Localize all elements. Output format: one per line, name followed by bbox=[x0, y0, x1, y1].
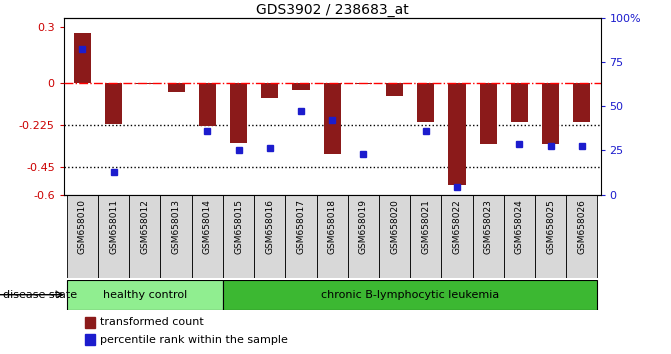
Bar bbox=[348, 195, 379, 278]
Text: GSM658024: GSM658024 bbox=[515, 199, 524, 253]
Text: GSM658020: GSM658020 bbox=[390, 199, 399, 254]
Bar bbox=[566, 195, 597, 278]
Bar bbox=[168, 83, 185, 92]
Bar bbox=[67, 195, 98, 278]
Bar bbox=[254, 195, 285, 278]
Text: GSM658010: GSM658010 bbox=[78, 199, 87, 254]
Bar bbox=[535, 195, 566, 278]
Text: healthy control: healthy control bbox=[103, 290, 187, 300]
Text: GSM658018: GSM658018 bbox=[327, 199, 337, 254]
Text: GSM658016: GSM658016 bbox=[265, 199, 274, 254]
Bar bbox=[285, 195, 317, 278]
Title: GDS3902 / 238683_at: GDS3902 / 238683_at bbox=[256, 3, 409, 17]
Text: chronic B-lymphocytic leukemia: chronic B-lymphocytic leukemia bbox=[321, 290, 499, 300]
Bar bbox=[472, 195, 504, 278]
Bar bbox=[417, 83, 434, 122]
Text: GSM658019: GSM658019 bbox=[359, 199, 368, 254]
Bar bbox=[136, 83, 154, 84]
Bar bbox=[317, 195, 348, 278]
Bar bbox=[223, 195, 254, 278]
Text: GSM658026: GSM658026 bbox=[577, 199, 586, 254]
Bar bbox=[85, 317, 95, 328]
Bar bbox=[573, 83, 590, 122]
Text: percentile rank within the sample: percentile rank within the sample bbox=[100, 335, 288, 344]
Text: GSM658017: GSM658017 bbox=[297, 199, 305, 254]
Bar bbox=[480, 83, 497, 144]
Bar bbox=[105, 83, 122, 124]
Text: GSM658015: GSM658015 bbox=[234, 199, 243, 254]
Bar bbox=[511, 83, 528, 122]
Text: GSM658023: GSM658023 bbox=[484, 199, 493, 254]
Bar bbox=[192, 195, 223, 278]
Bar bbox=[130, 195, 160, 278]
Bar bbox=[504, 195, 535, 278]
Text: GSM658022: GSM658022 bbox=[452, 199, 462, 253]
Text: GSM658013: GSM658013 bbox=[172, 199, 180, 254]
Bar bbox=[410, 195, 442, 278]
Bar bbox=[355, 83, 372, 84]
Bar bbox=[448, 83, 466, 185]
Bar bbox=[323, 83, 341, 154]
FancyBboxPatch shape bbox=[223, 280, 597, 310]
Text: GSM658014: GSM658014 bbox=[203, 199, 212, 254]
FancyBboxPatch shape bbox=[67, 280, 223, 310]
Text: GSM658021: GSM658021 bbox=[421, 199, 430, 254]
Bar bbox=[261, 83, 278, 98]
Bar bbox=[442, 195, 472, 278]
Bar bbox=[379, 195, 410, 278]
Bar bbox=[160, 195, 192, 278]
Bar bbox=[293, 83, 309, 90]
Bar bbox=[74, 33, 91, 83]
Bar bbox=[230, 83, 247, 143]
Bar bbox=[386, 83, 403, 96]
Bar bbox=[199, 83, 216, 126]
Text: GSM658011: GSM658011 bbox=[109, 199, 118, 254]
Text: disease state: disease state bbox=[3, 290, 77, 300]
Bar bbox=[98, 195, 130, 278]
Text: GSM658012: GSM658012 bbox=[140, 199, 150, 254]
Text: GSM658025: GSM658025 bbox=[546, 199, 555, 254]
Text: transformed count: transformed count bbox=[100, 318, 204, 327]
Bar bbox=[85, 334, 95, 345]
Bar bbox=[542, 83, 559, 144]
